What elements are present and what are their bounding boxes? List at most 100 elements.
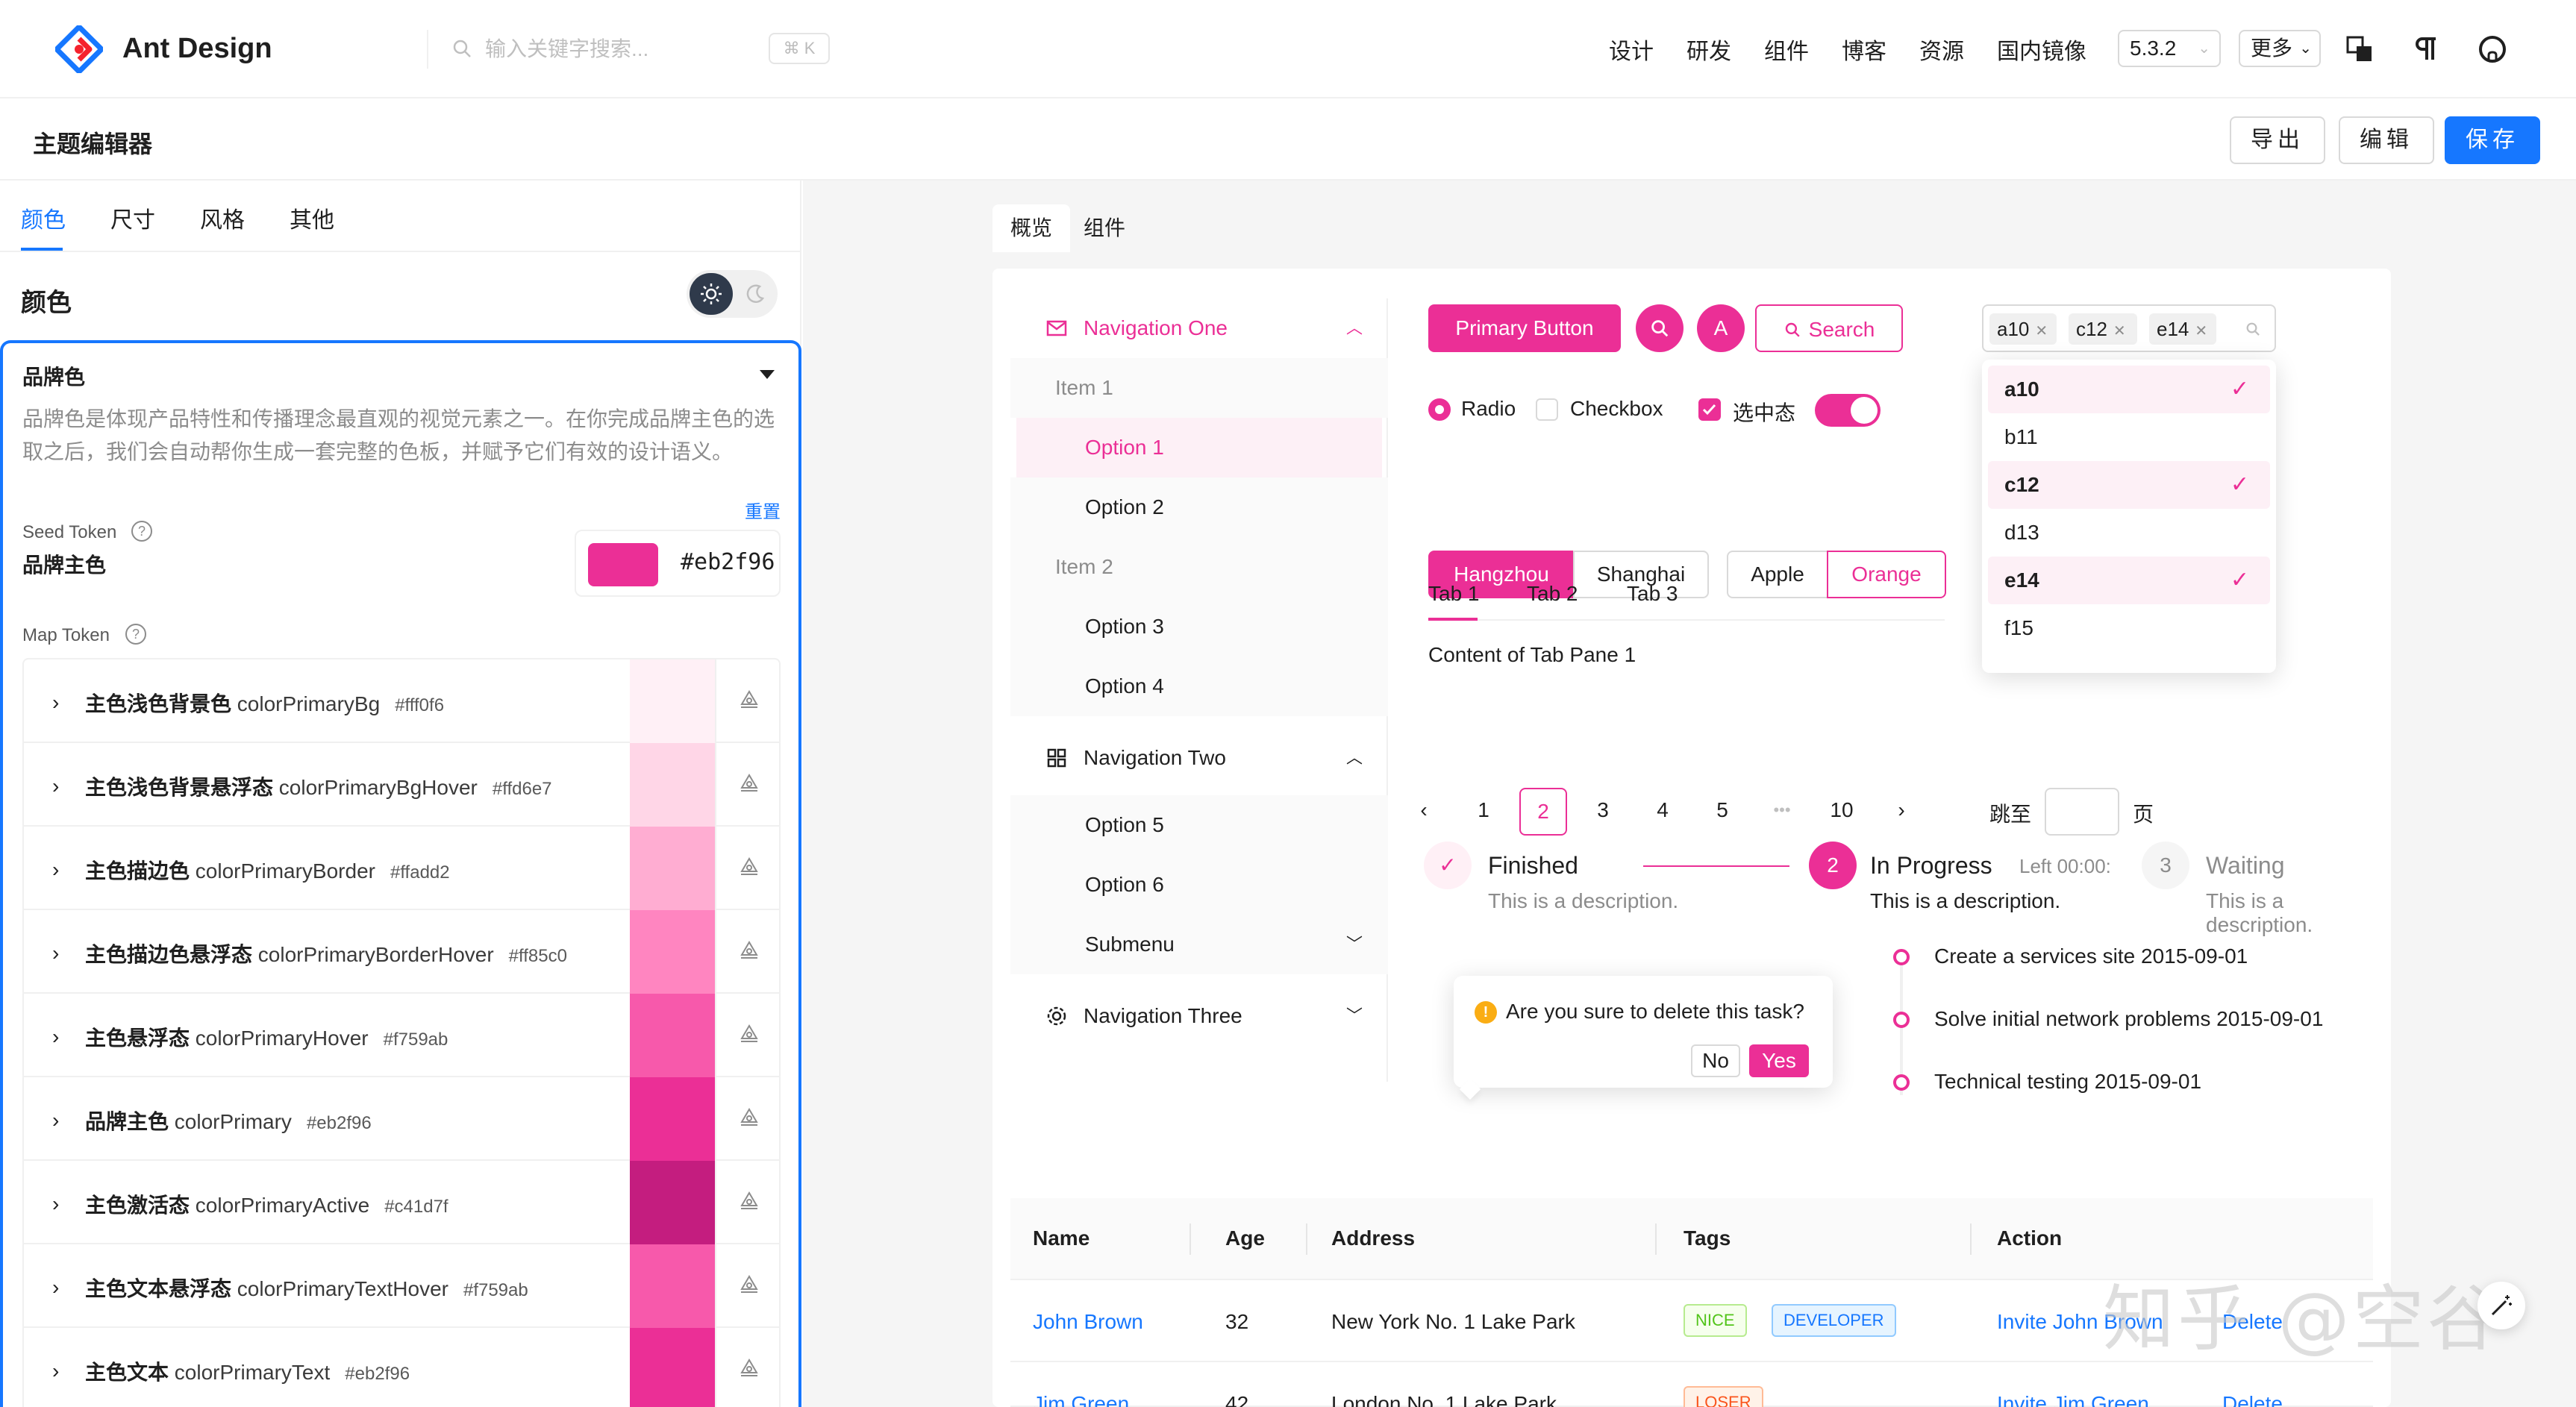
delete-link[interactable]: Delete xyxy=(2222,1392,2283,1407)
nav-resources[interactable]: 资源 xyxy=(1919,40,1964,64)
avatar-circle-button[interactable]: A xyxy=(1697,304,1745,352)
page-4[interactable]: 4 xyxy=(1657,798,1669,821)
toggle-switch[interactable] xyxy=(1815,394,1881,427)
select-option-e14[interactable]: e14 ✓ xyxy=(1988,557,2270,604)
cell-name-link[interactable]: Jim Green xyxy=(1033,1392,1130,1407)
tab-overview[interactable]: 概览 xyxy=(992,204,1071,252)
chevron-right-icon[interactable]: › xyxy=(52,1025,60,1048)
token-lock-button[interactable] xyxy=(715,1077,779,1161)
page-1[interactable]: 1 xyxy=(1478,798,1489,821)
token-swatch[interactable] xyxy=(630,910,715,994)
token-swatch[interactable] xyxy=(630,1328,715,1407)
select-option-d13[interactable]: d13 xyxy=(1988,509,2270,557)
chevron-right-icon[interactable]: › xyxy=(52,691,60,714)
magic-wand-button[interactable] xyxy=(2477,1282,2525,1329)
token-row[interactable]: › 主色描边色悬浮态 colorPrimaryBorderHover #ff85c… xyxy=(24,910,779,994)
tab-other[interactable]: 其他 xyxy=(290,208,334,233)
menu-option5[interactable]: Option 5 xyxy=(1010,795,1388,855)
tab-3[interactable]: Tab 3 xyxy=(1627,582,1678,605)
theme-mode-toggle[interactable] xyxy=(687,270,778,318)
github-icon[interactable] xyxy=(2477,34,2507,64)
question-circle-icon[interactable]: ? xyxy=(131,521,152,542)
token-swatch[interactable] xyxy=(630,1077,715,1161)
invite-link[interactable]: Invite John Brown xyxy=(1997,1310,2163,1333)
menu-option3[interactable]: Option 3 xyxy=(1010,597,1388,657)
page-2-active[interactable]: 2 xyxy=(1519,788,1567,836)
select-option-a10[interactable]: a10 ✓ xyxy=(1988,366,2270,413)
token-lock-button[interactable] xyxy=(715,1161,779,1244)
more-select[interactable]: 更多 ⌄ xyxy=(2239,30,2321,67)
token-row[interactable]: › 主色浅色背景色 colorPrimaryBg #fff0f6 xyxy=(24,659,779,743)
page-5[interactable]: 5 xyxy=(1716,798,1728,821)
page-10[interactable]: 10 xyxy=(1830,798,1854,821)
token-swatch[interactable] xyxy=(630,659,715,743)
multi-select[interactable]: a10 ✕ c12 ✕ e14 ✕ xyxy=(1982,304,2276,352)
token-lock-button[interactable] xyxy=(715,910,779,994)
tab-1[interactable]: Tab 1 xyxy=(1428,582,1480,605)
version-select[interactable]: 5.3.2 ⌄ xyxy=(2118,30,2221,67)
token-row[interactable]: › 主色文本悬浮态 colorPrimaryTextHover #f759ab xyxy=(24,1244,779,1328)
caret-down-icon[interactable] xyxy=(760,370,775,379)
tab-color[interactable]: 颜色 xyxy=(21,208,66,233)
token-lock-button[interactable] xyxy=(715,1328,779,1407)
chevron-right-icon[interactable]: › xyxy=(52,858,60,881)
segment-hangzhou[interactable]: Hangzhou xyxy=(1428,551,1575,598)
ant-design-logo-icon[interactable] xyxy=(55,25,103,73)
chevron-right-icon[interactable]: › xyxy=(52,941,60,965)
tab-components[interactable]: 组件 xyxy=(1084,216,1126,239)
save-button[interactable]: 保存 xyxy=(2445,116,2540,164)
token-lock-button[interactable] xyxy=(715,743,779,827)
menu-option6[interactable]: Option 6 xyxy=(1010,855,1388,915)
menu-option1[interactable]: Option 1 xyxy=(1016,418,1382,477)
tab-size[interactable]: 尺寸 xyxy=(110,208,155,233)
token-lock-button[interactable] xyxy=(715,827,779,910)
popconfirm-no-button[interactable]: No xyxy=(1691,1044,1740,1077)
nav-design[interactable]: 设计 xyxy=(1609,40,1654,64)
token-swatch[interactable] xyxy=(630,827,715,910)
chevron-right-icon[interactable]: › xyxy=(52,1192,60,1215)
nav-components[interactable]: 组件 xyxy=(1764,40,1809,64)
token-row[interactable]: › 主色激活态 colorPrimaryActive #c41d7f xyxy=(24,1161,779,1244)
checkbox[interactable] xyxy=(1536,398,1558,421)
cell-name-link[interactable]: John Brown xyxy=(1033,1310,1143,1333)
jump-input[interactable] xyxy=(2045,788,2119,836)
prev-page-icon[interactable]: ‹ xyxy=(1420,798,1428,821)
seed-color-hex[interactable]: #eb2f96 xyxy=(681,549,775,575)
token-swatch[interactable] xyxy=(630,743,715,827)
invite-link[interactable]: Invite Jim Green xyxy=(1997,1392,2149,1407)
token-row[interactable]: › 主色描边色 colorPrimaryBorder #ffadd2 xyxy=(24,827,779,910)
checkbox-checked[interactable] xyxy=(1698,398,1721,421)
select-option-b11[interactable]: b11 xyxy=(1988,413,2270,461)
search-button[interactable]: Search xyxy=(1755,304,1903,352)
menu-option2[interactable]: Option 2 xyxy=(1010,477,1388,537)
question-circle-icon[interactable]: ? xyxy=(125,624,146,645)
edit-button[interactable]: 编辑 xyxy=(2339,116,2434,164)
token-swatch[interactable] xyxy=(630,1161,715,1244)
chevron-right-icon[interactable]: › xyxy=(52,774,60,797)
radio-button[interactable] xyxy=(1428,398,1451,421)
select-option-c12[interactable]: c12 ✓ xyxy=(1988,461,2270,509)
search-circle-button[interactable] xyxy=(1636,304,1684,352)
delete-link[interactable]: Delete xyxy=(2222,1310,2283,1333)
close-icon[interactable]: ✕ xyxy=(2113,323,2126,339)
token-row[interactable]: › 品牌主色 colorPrimary #eb2f96 xyxy=(24,1077,779,1161)
close-icon[interactable]: ✕ xyxy=(2035,323,2048,339)
close-icon[interactable]: ✕ xyxy=(2195,323,2208,339)
token-swatch[interactable] xyxy=(630,994,715,1077)
popconfirm-yes-button[interactable]: Yes xyxy=(1749,1044,1809,1077)
tab-style[interactable]: 风格 xyxy=(200,208,245,233)
reset-link[interactable]: 重置 xyxy=(745,502,781,522)
segment-apple[interactable]: Apple xyxy=(1727,551,1828,598)
chevron-right-icon[interactable]: › xyxy=(52,1109,60,1132)
primary-button[interactable]: Primary Button xyxy=(1428,304,1621,352)
seed-color-picker[interactable]: #eb2f96 xyxy=(575,530,781,597)
menu-navigation-three[interactable]: Navigation Three ﹀ xyxy=(1010,986,1388,1046)
token-lock-button[interactable] xyxy=(715,1244,779,1328)
segment-shanghai[interactable]: Shanghai xyxy=(1573,551,1709,598)
nav-develop[interactable]: 研发 xyxy=(1686,40,1731,64)
export-button[interactable]: 导出 xyxy=(2230,116,2325,164)
logo-text[interactable]: Ant Design xyxy=(122,33,272,64)
chevron-right-icon[interactable]: › xyxy=(52,1359,60,1382)
token-row[interactable]: › 主色文本 colorPrimaryText #eb2f96 xyxy=(24,1328,779,1407)
seed-color-swatch[interactable] xyxy=(588,543,658,586)
